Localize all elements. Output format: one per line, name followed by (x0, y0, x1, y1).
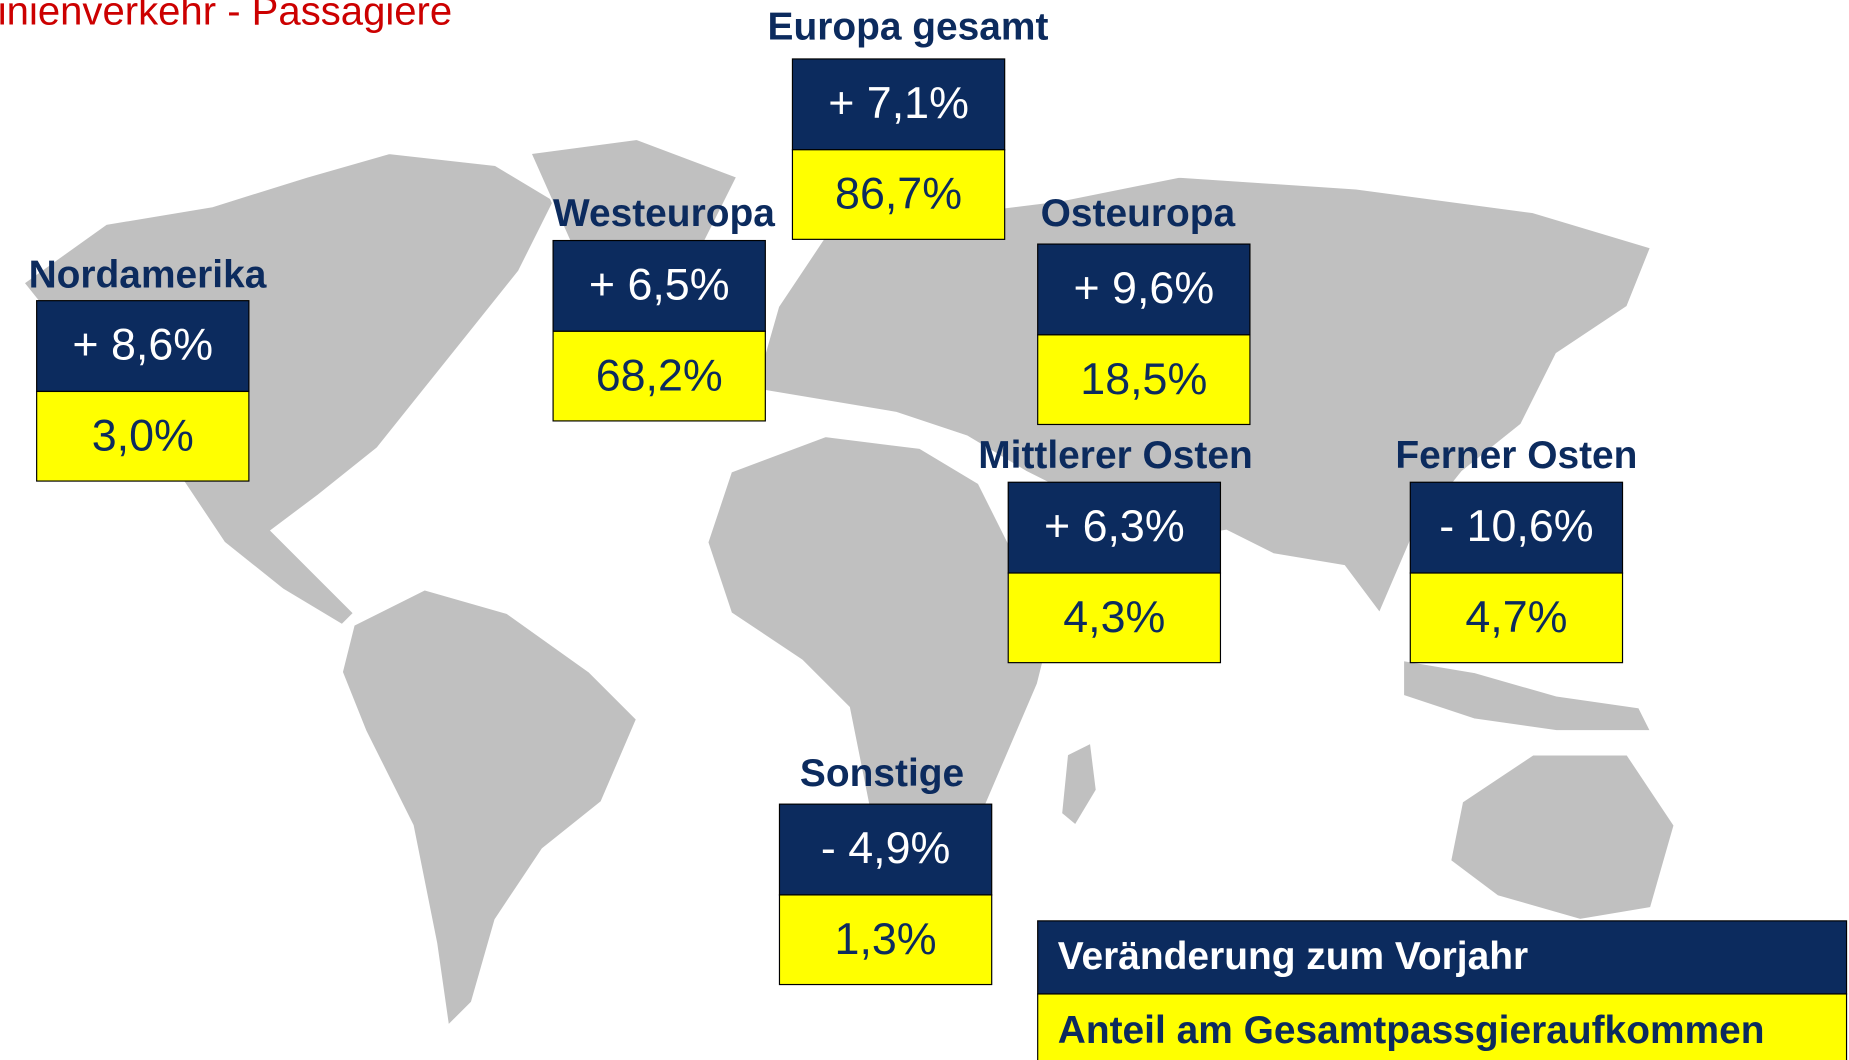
change-box (552, 239, 766, 332)
share-box (778, 894, 993, 986)
share-box (1037, 334, 1251, 426)
indonesia (1402, 659, 1653, 732)
region-name: Osteuropa (1041, 192, 1236, 235)
change-value: + 6,3% (1044, 501, 1185, 551)
share-value: 3,0% (92, 410, 194, 460)
share-box (36, 390, 250, 482)
legend-share-box (1037, 993, 1848, 1060)
change-box (1409, 481, 1624, 574)
north-america (22, 152, 556, 627)
australia (1449, 753, 1676, 921)
regions: Europa gesamt + 7,1% 86,7% Westeuropa + 6,5%… (29, 6, 1637, 986)
change-value: + 9,6% (1073, 263, 1214, 313)
madagascar (1060, 741, 1098, 827)
legend-change-box (1037, 920, 1848, 995)
change-box (1037, 243, 1251, 336)
south-america (341, 588, 638, 1028)
share-value: 68,2% (596, 350, 723, 400)
change-value: - 10,6% (1439, 501, 1593, 551)
change-value: + 7,1% (828, 78, 969, 128)
share-box (1409, 572, 1624, 664)
region-name: Sonstige (800, 752, 964, 795)
share-value: 4,3% (1063, 592, 1165, 642)
legend-change: Veränderung zum Vorjahr (1058, 935, 1528, 978)
region-name: Mittlerer Osten (978, 434, 1252, 477)
change-value: - 4,9% (821, 823, 950, 873)
slide-title: inienverkehr - Passagiere (0, 0, 452, 34)
legend-share: Anteil am Gesamtpassgieraufkommen (1058, 1009, 1765, 1052)
change-value: + 6,5% (589, 260, 730, 310)
share-box (1007, 572, 1222, 664)
change-box (791, 58, 1006, 151)
legend: Veränderung zum Vorjahr Anteil am Gesamt… (1037, 920, 1848, 1060)
region-name: Europa gesamt (768, 6, 1049, 49)
change-box (1007, 481, 1222, 574)
region-name: Ferner Osten (1395, 434, 1637, 477)
share-box (552, 330, 766, 422)
share-value: 18,5% (1080, 354, 1207, 404)
share-value: 4,7% (1465, 592, 1567, 642)
share-value: 86,7% (835, 169, 962, 219)
change-value: + 8,6% (72, 320, 213, 370)
share-value: 1,3% (835, 914, 937, 964)
region-name: Nordamerika (29, 253, 267, 296)
change-box (36, 300, 250, 393)
share-box (791, 149, 1006, 240)
region-name: Westeuropa (553, 192, 775, 235)
